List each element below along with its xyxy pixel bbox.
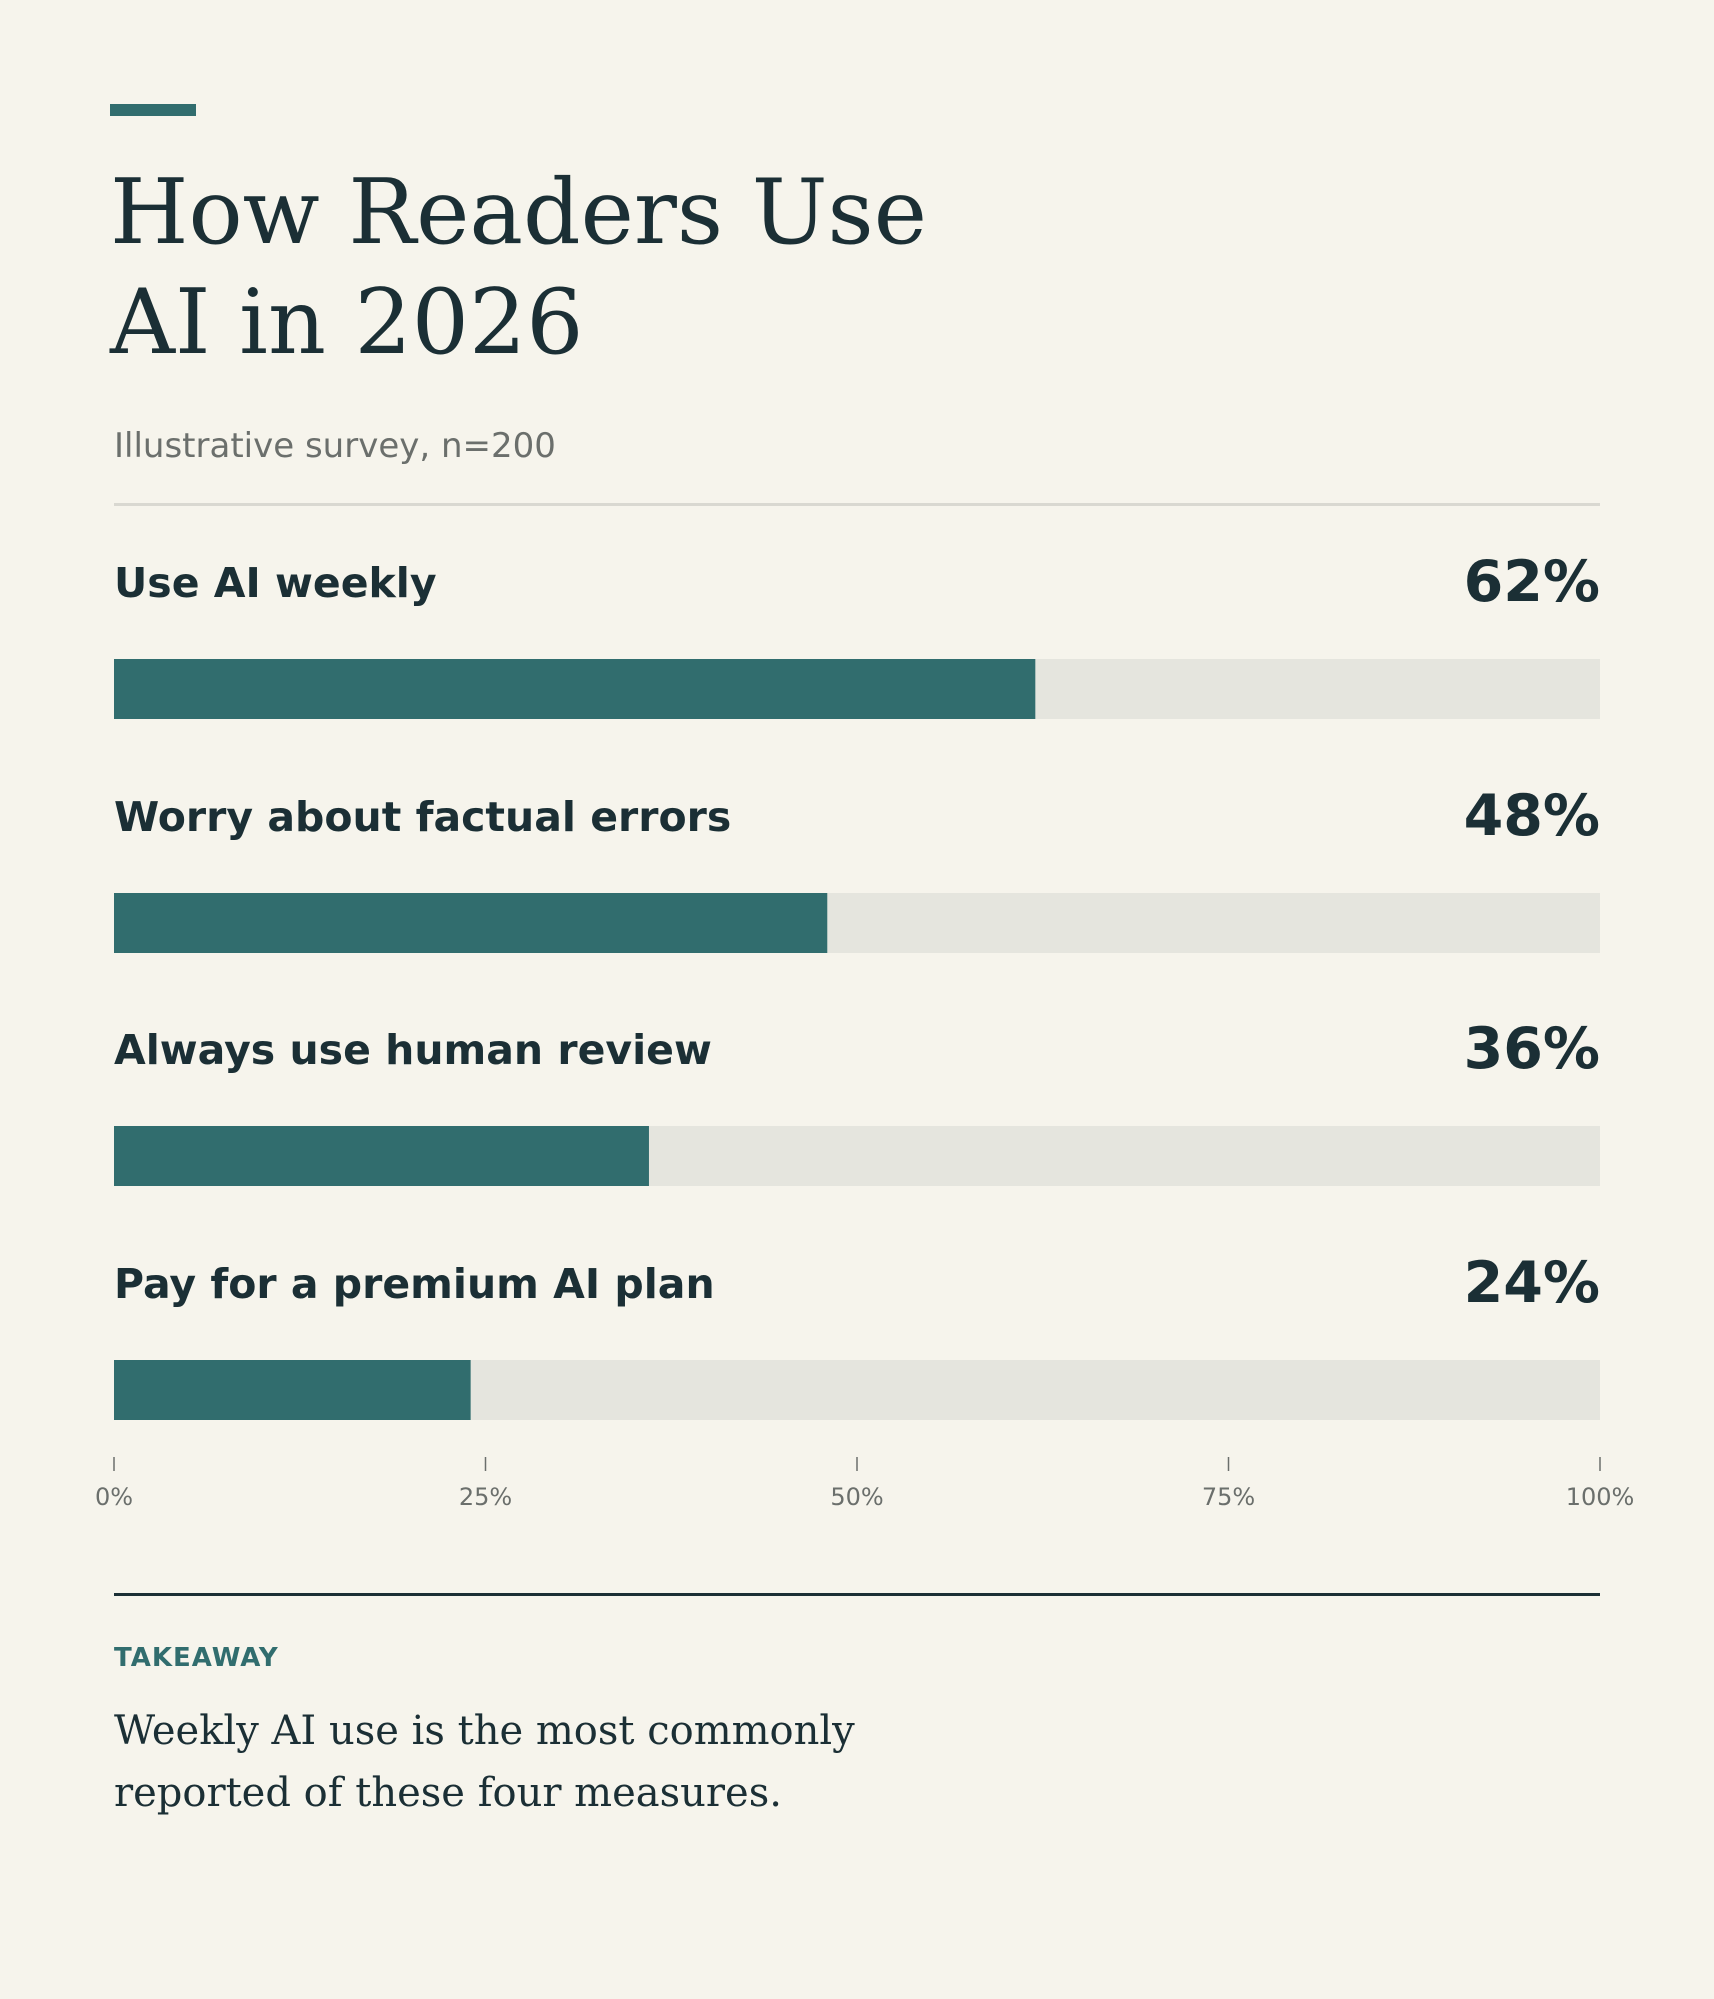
bar bbox=[114, 893, 828, 953]
bar-label: Pay for a premium AI plan bbox=[114, 1260, 715, 1308]
x-axis-tick-label: 75% bbox=[1202, 1483, 1255, 1511]
takeaway-line-1: Weekly AI use is the most commonly bbox=[114, 1708, 855, 1754]
x-axis-tick-label: 100% bbox=[1566, 1483, 1635, 1511]
takeaway-text: Weekly AI use is the most commonly report… bbox=[114, 1700, 1014, 1824]
x-axis-tick-label: 25% bbox=[459, 1483, 512, 1511]
x-axis-tick-label: 0% bbox=[95, 1483, 133, 1511]
takeaway-label: TAKEAWAY bbox=[114, 1643, 279, 1673]
bar-value-label: 62% bbox=[1464, 549, 1600, 615]
bar-label: Worry about factual errors bbox=[114, 793, 731, 841]
title-line-2: AI in 2026 bbox=[110, 270, 584, 375]
accent-bar bbox=[110, 104, 196, 116]
chart-subtitle: Illustrative survey, n=200 bbox=[114, 426, 556, 466]
bar-value-label: 48% bbox=[1464, 783, 1600, 849]
bar bbox=[114, 1360, 471, 1420]
top-divider bbox=[114, 503, 1600, 506]
bar-label: Use AI weekly bbox=[114, 559, 437, 607]
bar bbox=[114, 1126, 649, 1186]
bar-value-label: 36% bbox=[1464, 1016, 1600, 1082]
x-axis-tick-label: 50% bbox=[830, 1483, 883, 1511]
bottom-divider bbox=[114, 1593, 1600, 1596]
bar bbox=[114, 659, 1036, 719]
title-line-1: How Readers Use bbox=[110, 160, 927, 265]
page-title: How Readers Use AI in 2026 bbox=[110, 158, 1210, 378]
bar-label: Always use human review bbox=[114, 1026, 712, 1074]
bar-value-label: 24% bbox=[1464, 1250, 1600, 1316]
takeaway-line-2: reported of these four measures. bbox=[114, 1770, 782, 1816]
